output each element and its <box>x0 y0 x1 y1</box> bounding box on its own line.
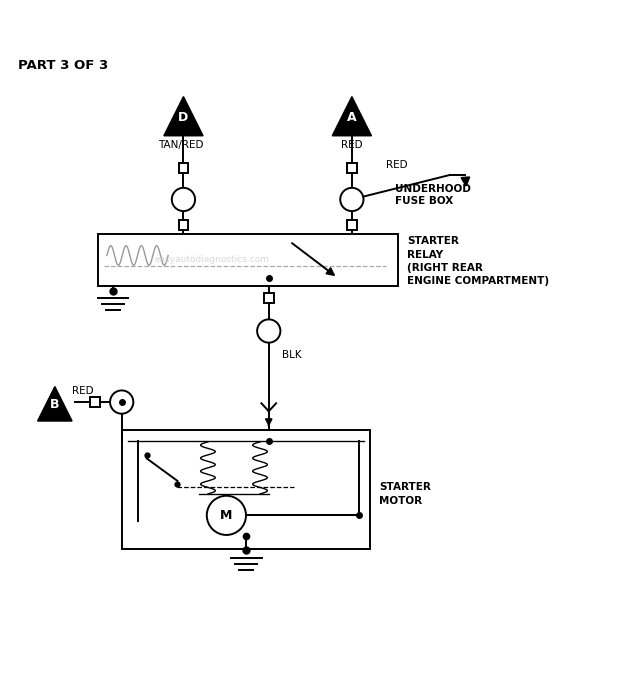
Bar <box>179 162 188 172</box>
Polygon shape <box>332 97 371 136</box>
Bar <box>347 220 357 230</box>
Text: STARTER
RELAY
(RIGHT REAR
ENGINE COMPARTMENT): STARTER RELAY (RIGHT REAR ENGINE COMPART… <box>407 237 549 286</box>
Text: STARTER
MOTOR: STARTER MOTOR <box>379 482 431 505</box>
Bar <box>347 162 357 172</box>
Text: B: B <box>50 398 59 411</box>
Polygon shape <box>164 97 203 136</box>
Text: A: A <box>347 111 357 124</box>
Circle shape <box>341 188 363 211</box>
Bar <box>98 234 398 286</box>
Circle shape <box>110 391 133 414</box>
Circle shape <box>257 319 281 343</box>
Text: TAN/RED: TAN/RED <box>158 140 203 150</box>
Text: easyautodiagnostics.com: easyautodiagnostics.com <box>154 256 269 264</box>
Polygon shape <box>38 386 72 421</box>
Bar <box>179 220 188 230</box>
Text: D: D <box>179 111 188 124</box>
Text: RED: RED <box>341 140 363 150</box>
Text: PART 3 OF 3: PART 3 OF 3 <box>18 59 108 72</box>
Text: RED: RED <box>72 386 94 396</box>
Text: M: M <box>220 509 232 522</box>
Bar <box>90 397 99 407</box>
Circle shape <box>172 188 195 211</box>
Text: BLK: BLK <box>282 350 302 360</box>
Circle shape <box>207 496 246 535</box>
Bar <box>122 430 370 549</box>
Text: UNDERHOOD
FUSE BOX: UNDERHOOD FUSE BOX <box>395 184 471 206</box>
Text: RED: RED <box>386 160 407 170</box>
Bar <box>264 293 274 303</box>
